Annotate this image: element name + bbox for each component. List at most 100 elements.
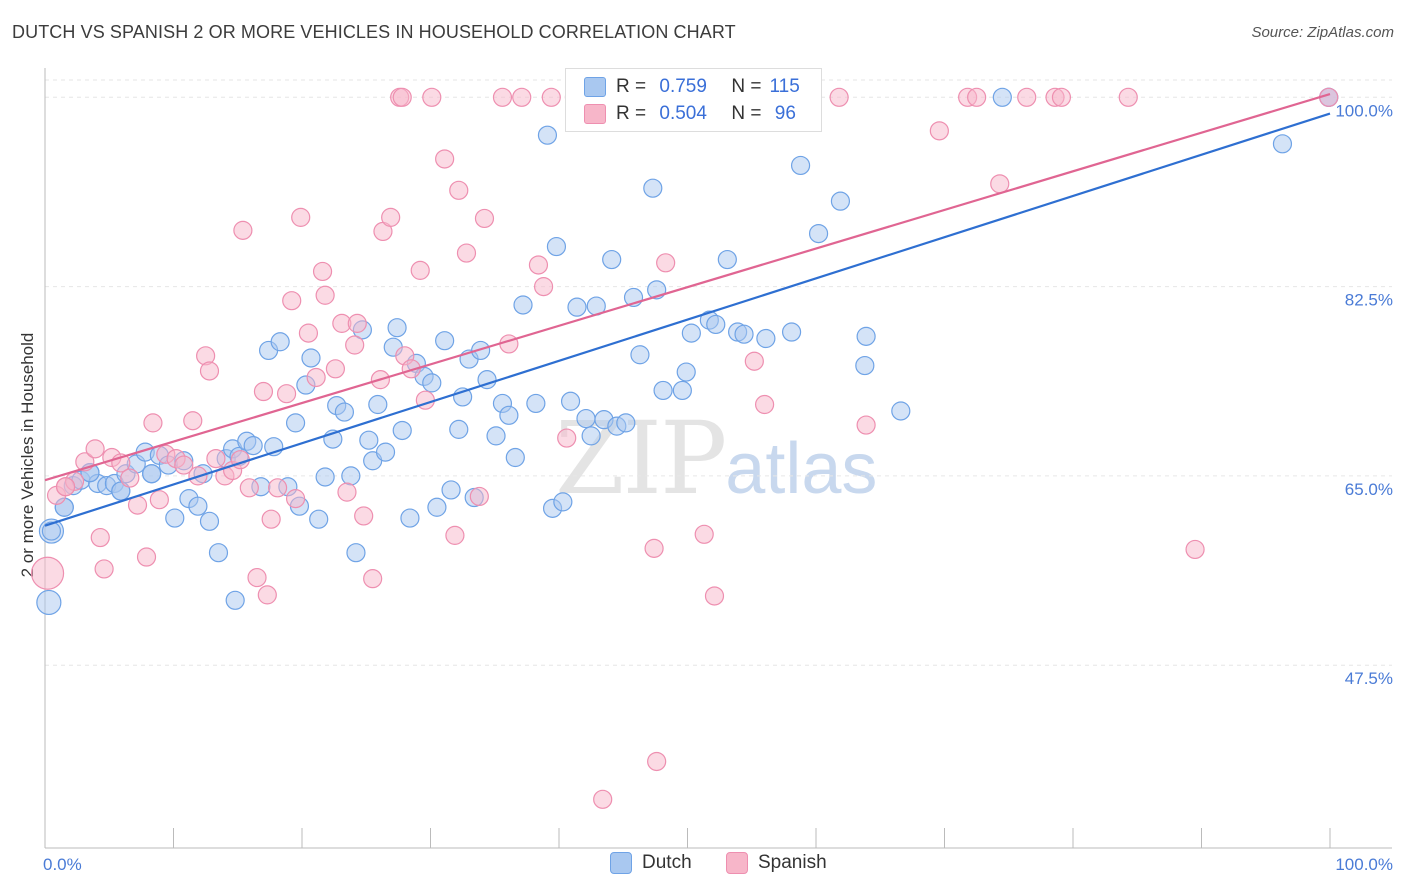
data-point-spanish (120, 468, 140, 488)
correlation-legend: R = 0.759 N = 115 R = 0.504 N = 96 (565, 68, 822, 132)
data-point-spanish (143, 413, 163, 433)
data-point-dutch (537, 125, 558, 145)
data-point-dutch (891, 401, 911, 421)
data-point-dutch (243, 436, 263, 456)
data-point-spanish (1118, 87, 1138, 107)
y-tick-label: 82.5% (1345, 291, 1393, 310)
data-point-dutch (392, 420, 412, 441)
data-point-spanish (593, 789, 613, 809)
data-point-spanish (30, 556, 65, 590)
data-point-dutch (486, 426, 506, 446)
data-point-spanish (644, 538, 664, 558)
data-point-spanish (267, 478, 288, 498)
data-point-spanish (239, 478, 259, 498)
data-point-dutch (199, 511, 220, 531)
data-point-spanish (315, 285, 335, 305)
data-point-spanish (754, 394, 775, 415)
data-point-spanish (647, 751, 667, 772)
data-point-dutch (1272, 134, 1293, 154)
data-point-dutch (781, 322, 802, 342)
data-point-dutch (808, 224, 829, 244)
chart-title: DUTCH VS SPANISH 2 OR MORE VEHICLES IN H… (12, 22, 736, 42)
data-point-dutch (41, 521, 62, 541)
data-point-spanish (929, 121, 949, 141)
data-point-dutch (855, 355, 875, 376)
trend-line-spanish (44, 93, 1331, 482)
data-point-dutch (400, 508, 420, 528)
data-point-spanish (533, 277, 554, 297)
legend-n-label: N = (731, 103, 762, 124)
data-point-spanish (449, 180, 469, 200)
data-point-dutch (422, 373, 442, 393)
bottom-legend-swatch-spanish (726, 852, 748, 874)
data-point-dutch (505, 447, 525, 468)
data-point-spanish (298, 323, 319, 343)
bottom-legend-spanish: Spanish (726, 852, 827, 874)
legend-n-value: 115 (769, 76, 800, 97)
data-point-dutch (375, 442, 396, 462)
data-point-dutch (435, 331, 455, 351)
data-point-dutch (560, 391, 581, 411)
data-point-spanish (199, 361, 220, 381)
x-tick-label: 0.0% (43, 855, 82, 874)
bottom-legend-swatch-dutch (610, 852, 632, 874)
data-point-dutch (567, 297, 587, 317)
data-point-spanish (1051, 87, 1072, 107)
data-point-spanish (291, 207, 311, 227)
data-point-dutch (368, 394, 388, 415)
data-point-dutch (756, 328, 776, 349)
data-point-dutch (830, 191, 851, 211)
data-point-dutch (208, 543, 229, 563)
data-point-spanish (206, 448, 226, 469)
y-tick-label: 65.0% (1345, 480, 1393, 499)
data-point-spanish (435, 149, 455, 169)
data-point-spanish (492, 87, 513, 107)
data-point-spanish (656, 253, 676, 273)
data-point-spanish (90, 527, 110, 548)
data-point-spanish (285, 489, 306, 509)
data-point-dutch (301, 348, 321, 368)
data-point-dutch (334, 402, 355, 422)
data-point-spanish (233, 220, 253, 240)
data-point-spanish (261, 509, 281, 529)
data-point-dutch (387, 318, 407, 338)
data-point-spanish (541, 87, 561, 107)
data-point-dutch (630, 345, 650, 365)
bottom-legend-dutch: Dutch (610, 852, 692, 874)
data-point-spanish (85, 439, 105, 459)
data-point-dutch (499, 405, 519, 425)
data-point-spanish (345, 335, 365, 355)
data-point-dutch (513, 295, 533, 315)
data-point-spanish (257, 585, 277, 605)
data-point-spanish (136, 547, 157, 567)
watermark-atlas: atlas (725, 429, 878, 509)
data-point-dutch (449, 419, 469, 439)
data-point-spanish (528, 255, 549, 275)
legend-n-value: 96 (769, 103, 796, 124)
data-point-dutch (734, 324, 754, 344)
data-point-dutch (546, 236, 567, 257)
x-tick-label: 100.0% (1335, 855, 1393, 874)
data-point-spanish (149, 490, 169, 510)
data-point-spanish (474, 208, 495, 229)
data-point-spanish (1017, 87, 1037, 107)
data-point-dutch (225, 590, 245, 610)
source-label: Source: ZipAtlas.com (1251, 24, 1394, 41)
data-point-dutch (309, 509, 329, 529)
legend-swatch-spanish (584, 104, 606, 124)
data-point-spanish (363, 569, 383, 589)
data-point-spanish (247, 567, 267, 588)
data-point-dutch (165, 508, 185, 528)
data-point-spanish (253, 381, 274, 402)
legend-n-label: N = (731, 76, 762, 97)
data-point-dutch (441, 480, 461, 500)
legend-r-label: R = (616, 103, 647, 124)
data-point-dutch (616, 413, 636, 433)
data-point-dutch (36, 589, 62, 616)
data-point-spanish (306, 367, 326, 388)
data-point-dutch (992, 87, 1012, 107)
data-point-dutch (672, 380, 692, 401)
legend-row-dutch: R = 0.759 N = 115 (584, 75, 800, 99)
data-point-spanish (174, 455, 194, 475)
